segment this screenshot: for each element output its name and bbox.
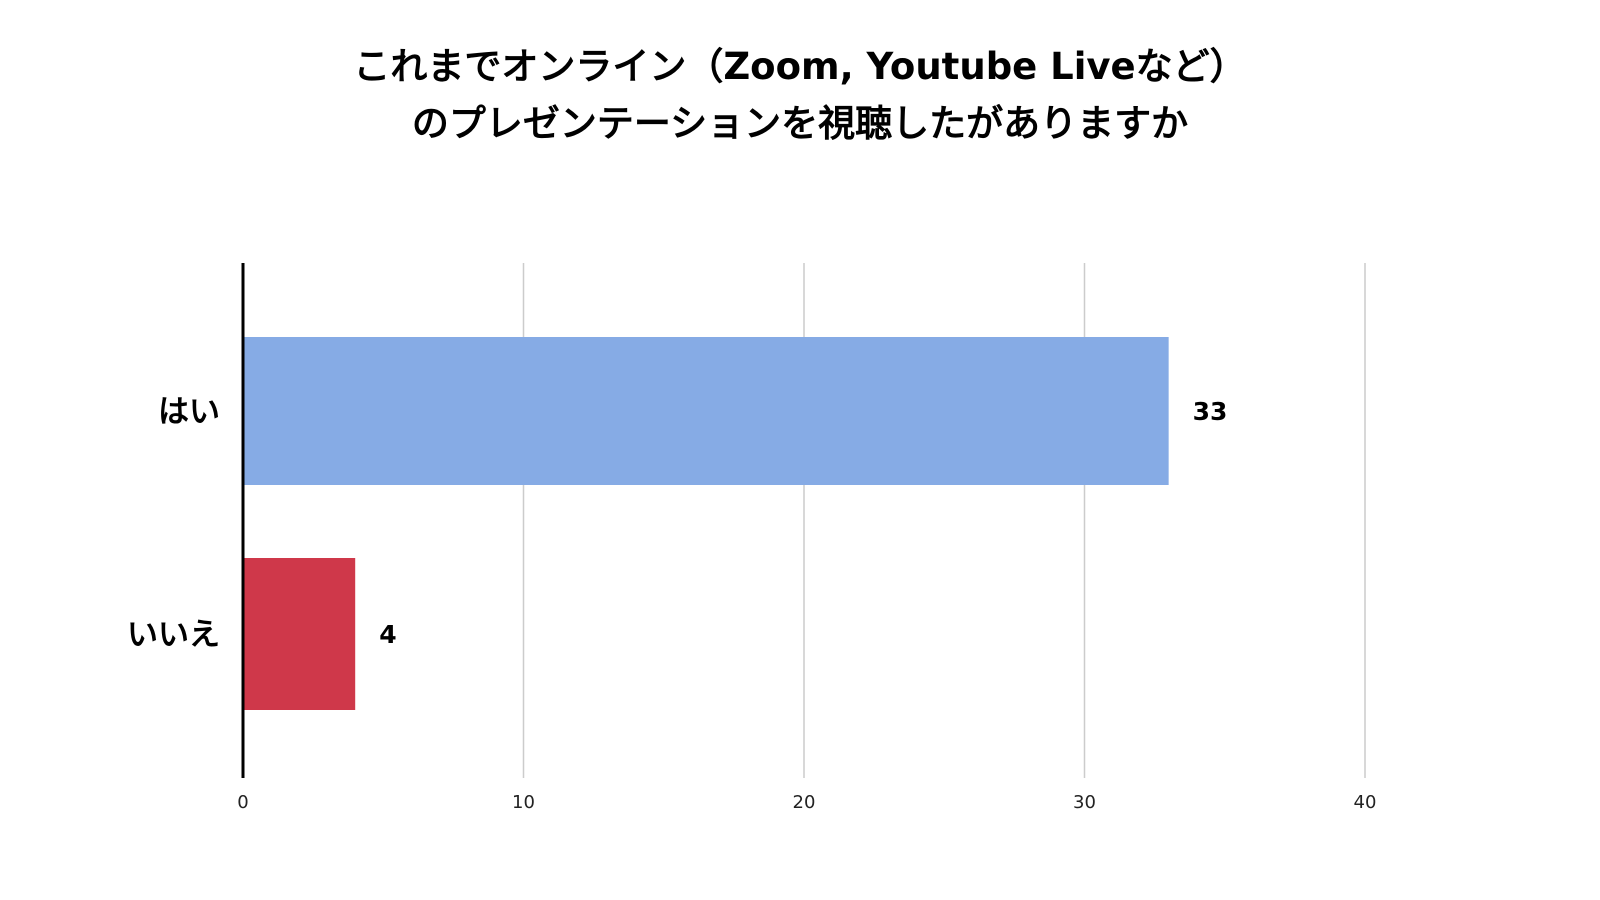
x-tick-label: 0 (237, 792, 248, 813)
data-label: 4 (379, 620, 396, 649)
x-tick-label: 20 (793, 792, 816, 813)
category-label: はい (158, 394, 220, 430)
bar-1 (243, 337, 1169, 485)
bar-2 (243, 558, 356, 710)
x-tick-label: 30 (1073, 792, 1096, 813)
chart-title-line-2: のプレゼンテーションを視聴したがありますか (411, 102, 1189, 145)
x-tick-label: 40 (1354, 792, 1377, 813)
data-label: 33 (1193, 397, 1228, 426)
category-label: いいえ (127, 617, 220, 653)
x-tick-label: 10 (512, 792, 535, 813)
bars (243, 337, 1169, 710)
labels: 0 10 20 30 40 はい 33 いいえ 4 (127, 394, 1376, 813)
chart-title-line-1: これまでオンライン（Zoom, Youtube Liveなど） (353, 45, 1247, 88)
chart-title: これまでオンライン（Zoom, Youtube Liveなど） のプレゼンテーシ… (0, 38, 1600, 152)
